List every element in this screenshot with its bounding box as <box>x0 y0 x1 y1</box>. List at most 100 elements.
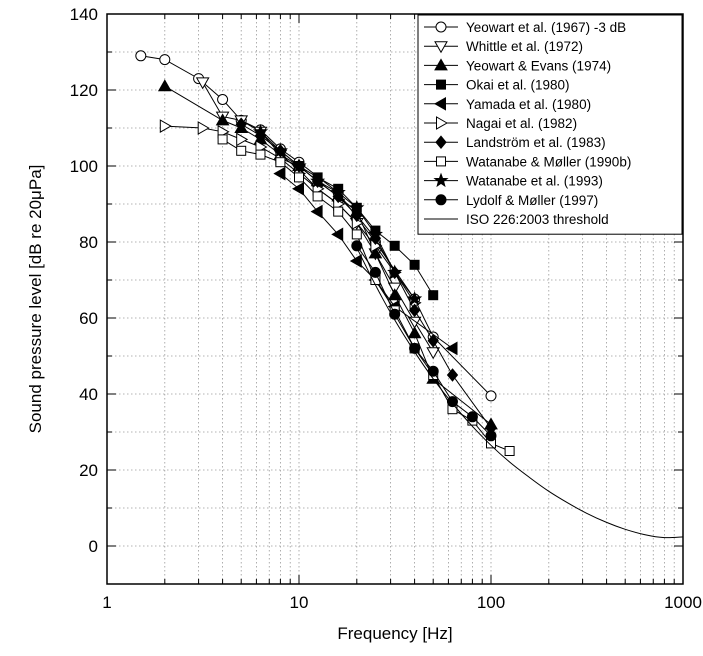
legend-entry: Yamada et al. (1980) <box>424 97 591 112</box>
data-point <box>157 79 172 92</box>
legend-entry: Lydolf & Møller (1997) <box>424 193 598 208</box>
data-point <box>215 113 230 126</box>
data-point <box>485 430 497 442</box>
y-tick-label: 0 <box>89 537 98 556</box>
legend-label: Yeowart & Evans (1974) <box>466 58 611 73</box>
data-point <box>409 342 421 354</box>
data-point <box>333 206 344 217</box>
legend-entry: Watanabe et al. (1993) <box>424 172 603 189</box>
data-point <box>426 347 441 360</box>
legend-label: Landström et al. (1983) <box>466 135 606 150</box>
legend-label: ISO 226:2003 threshold <box>466 212 609 227</box>
legend-entry: Nagai et al. (1982) <box>424 116 577 131</box>
legend-label: Watanabe & Møller (1990b) <box>466 154 631 169</box>
legend-entry: Landström et al. (1983) <box>424 135 606 150</box>
legend-entry: ISO 226:2003 threshold <box>424 212 609 227</box>
data-point <box>273 166 286 181</box>
data-point <box>275 157 286 168</box>
series-1 <box>195 77 441 360</box>
legend-label: Lydolf & Møller (1997) <box>466 193 598 208</box>
data-point <box>407 291 423 306</box>
x-axis-label: Frequency [Hz] <box>337 624 452 643</box>
x-tick-label: 1 <box>102 593 111 612</box>
x-tick-label: 100 <box>477 593 505 612</box>
x-tick-label: 1000 <box>664 593 702 612</box>
y-tick-label: 100 <box>70 157 98 176</box>
data-point <box>291 181 304 196</box>
y-tick-label: 80 <box>79 233 98 252</box>
data-point <box>369 266 381 278</box>
y-tick-label: 120 <box>70 81 98 100</box>
legend-marker <box>434 41 448 54</box>
y-tick-label: 140 <box>70 5 98 24</box>
legend-marker <box>436 116 449 130</box>
data-point <box>135 50 147 62</box>
data-point <box>427 334 439 348</box>
data-point <box>217 94 229 105</box>
data-point <box>428 290 439 301</box>
data-point <box>446 368 459 382</box>
data-point <box>387 264 403 279</box>
series-8 <box>252 123 423 306</box>
data-point <box>197 121 210 135</box>
tick-layer: 1 10 100 1000 0 20 40 60 80 100 120 140 <box>70 5 702 612</box>
data-point <box>330 184 346 200</box>
x-tick-label: 10 <box>290 593 309 612</box>
legend-entry: Yeowart et al. (1967) -3 dB <box>424 20 626 35</box>
legend-marker <box>435 194 447 206</box>
legend-entry: Whittle et al. (1972) <box>424 39 583 54</box>
data-point <box>312 191 323 202</box>
legend-marker <box>434 58 448 71</box>
y-tick-label: 60 <box>79 309 98 328</box>
series-layer <box>135 50 684 539</box>
data-point <box>195 77 210 90</box>
data-point <box>255 149 266 160</box>
legend-marker <box>433 96 446 111</box>
data-point <box>294 172 304 183</box>
data-point <box>445 341 458 356</box>
legend-label: Yamada et al. (1980) <box>466 97 591 112</box>
data-point <box>236 145 247 156</box>
data-point <box>252 123 269 139</box>
data-point <box>367 226 383 241</box>
data-point <box>485 390 497 402</box>
series-line <box>356 247 684 539</box>
data-point <box>389 240 400 251</box>
data-point <box>331 227 344 242</box>
legend-entry: Okai et al. (1980) <box>424 78 570 93</box>
legend: Yeowart et al. (1967) -3 dB Whittle et al… <box>417 14 683 235</box>
y-tick-label: 40 <box>79 385 98 404</box>
data-point <box>272 142 288 158</box>
data-point <box>446 396 458 408</box>
data-point <box>349 199 365 215</box>
data-point <box>310 204 323 219</box>
data-point <box>217 134 228 145</box>
data-point <box>407 326 422 339</box>
data-point <box>466 411 478 423</box>
data-point <box>159 54 171 66</box>
data-point <box>351 240 363 252</box>
data-point <box>408 303 421 318</box>
legend-marker <box>435 21 447 33</box>
data-point <box>291 158 307 173</box>
data-point <box>310 173 326 188</box>
legend-label: Whittle et al. (1972) <box>466 39 583 54</box>
plot-frame <box>106 13 684 585</box>
y-tick-label: 20 <box>79 461 98 480</box>
legend-marker <box>435 135 447 149</box>
legend-marker <box>433 172 449 188</box>
legend-marker <box>436 79 446 90</box>
y-axis-label: Sound pressure level [dB re 20μPa] <box>26 165 45 434</box>
legend-label: Nagai et al. (1982) <box>466 116 577 131</box>
legend-marker <box>436 156 446 167</box>
legend-entry: Watanabe & Møller (1990b) <box>424 154 631 169</box>
data-point <box>235 117 247 131</box>
data-point <box>236 132 249 147</box>
legend-label: Okai et al. (1980) <box>466 78 570 93</box>
data-point <box>409 259 420 270</box>
data-point <box>349 254 362 268</box>
data-point <box>387 288 402 301</box>
series-10 <box>356 247 684 539</box>
data-point <box>351 229 362 240</box>
